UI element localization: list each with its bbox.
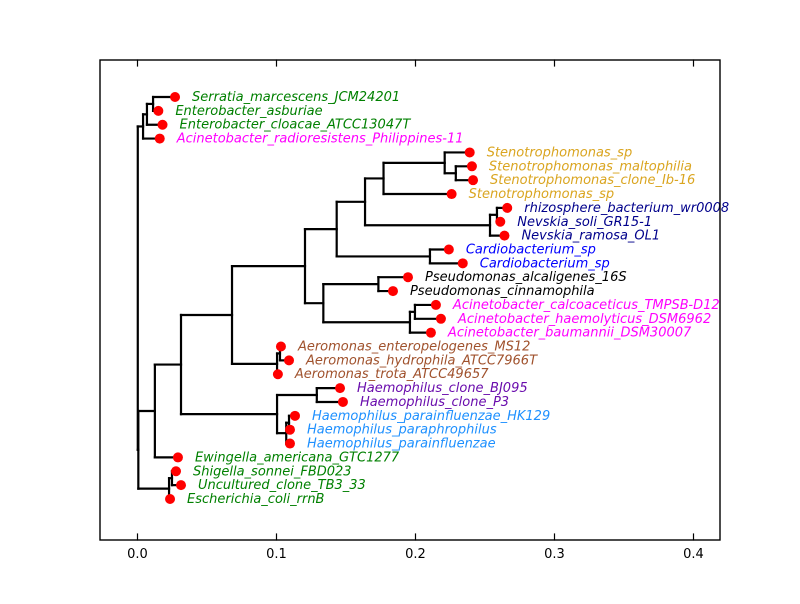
taxon-label: Acinetobacter_calcoaceticus_TMPSB-D12 [452, 298, 720, 313]
taxon-label: Escherichia_coli_rrnB [187, 492, 325, 507]
leaf-dot [435, 313, 446, 324]
taxon-label: Haemophilus_clone_BJ095 [357, 381, 528, 396]
x-tick-label: 0.3 [544, 547, 565, 562]
leaf-dot [335, 383, 346, 394]
leaf-dot [165, 493, 176, 504]
taxon-label: Enterobacter_cloacae_ATCC13047T [180, 118, 412, 133]
leaf-dot [275, 341, 286, 352]
taxon-label: Shigella_sonnei_FBD023 [193, 464, 352, 479]
taxon-label: Ewingella_americana_GTC1277 [195, 450, 400, 465]
taxon-label: Nevskia_ramosa_OL1 [521, 229, 660, 244]
leaf-dot [402, 272, 413, 283]
taxon-label: Pseudomonas_alcaligenes_16S [425, 270, 627, 285]
leaf-dot [153, 105, 164, 116]
leaf-dot [387, 286, 398, 297]
taxon-label: Haemophilus_parainfluenzae_HK129 [312, 409, 550, 424]
leaf-dot [502, 202, 513, 213]
leaf-dot [170, 92, 181, 102]
leaf-dot [154, 133, 165, 144]
taxon-label: Acinetobacter_baumannii_DSM30007 [447, 326, 692, 341]
taxon-label: Stenotrophomonas_clone_Ib-16 [490, 173, 695, 188]
leaf-dot [176, 480, 187, 491]
taxon-label: Cardiobacterium_sp [480, 256, 610, 271]
leaf-dot [172, 452, 183, 463]
leaf-dot [443, 244, 454, 255]
leaf-dot [171, 466, 182, 477]
leaf-dot [337, 396, 348, 407]
x-tick-label: 0.0 [127, 547, 148, 562]
leaf-dot [499, 230, 510, 241]
taxon-label: Aeromonas_enteropelogenes_MS12 [297, 340, 531, 355]
taxon-label: Stenotrophomonas_sp [487, 145, 633, 160]
taxon-label: Pseudomonas_cinnamophila [410, 284, 595, 299]
taxon-label: Acinetobacter_haemolyticus_DSM6962 [457, 312, 711, 327]
taxon-label: Haemophilus_parainfluenzae [307, 437, 496, 452]
leaf-dot [464, 147, 475, 158]
leaf-dot [284, 438, 295, 449]
leaf-dot [425, 327, 436, 338]
taxon-label: Haemophilus_paraphrophilus [307, 423, 497, 438]
taxon-label: Aeromonas_hydrophila_ATCC7966T [305, 353, 538, 368]
leaf-dot [457, 258, 468, 269]
x-tick-label: 0.4 [683, 547, 704, 562]
leaf-dot [284, 355, 295, 366]
taxon-label: Stenotrophomonas_maltophilia [489, 159, 692, 174]
taxon-label: Haemophilus_clone_P3 [360, 395, 509, 410]
leaf-dot [289, 410, 300, 421]
leaf-dot [446, 189, 457, 200]
taxon-label: Stenotrophomonas_sp [469, 187, 615, 202]
leaf-dot [430, 299, 441, 310]
taxon-label: Cardiobacterium_sp [466, 242, 596, 257]
x-tick-label: 0.2 [405, 547, 426, 562]
taxon-label: Acinetobacter_radioresistens_Philippines… [176, 132, 464, 147]
taxon-label: Nevskia_soli_GR15-1 [517, 215, 652, 230]
axes-frame [99, 59, 721, 541]
leaf-dot [495, 216, 506, 227]
taxon-label: rhizosphere_bacterium_wr0008 [524, 201, 729, 216]
leaf-dot [466, 161, 477, 172]
taxon-label: Serratia_marcescens_JCM24201 [192, 90, 400, 105]
leaf-dot [272, 369, 283, 380]
taxon-label: Enterobacter_asburiae [175, 104, 322, 119]
leaf-dot [157, 119, 168, 130]
taxon-label: Uncultured_clone_TB3_33 [198, 478, 366, 493]
leaf-dot [468, 175, 479, 186]
leaf-dot [284, 424, 295, 435]
taxon-label: Aeromonas_trota_ATCC49657 [294, 367, 489, 382]
x-tick-label: 0.1 [266, 547, 287, 562]
